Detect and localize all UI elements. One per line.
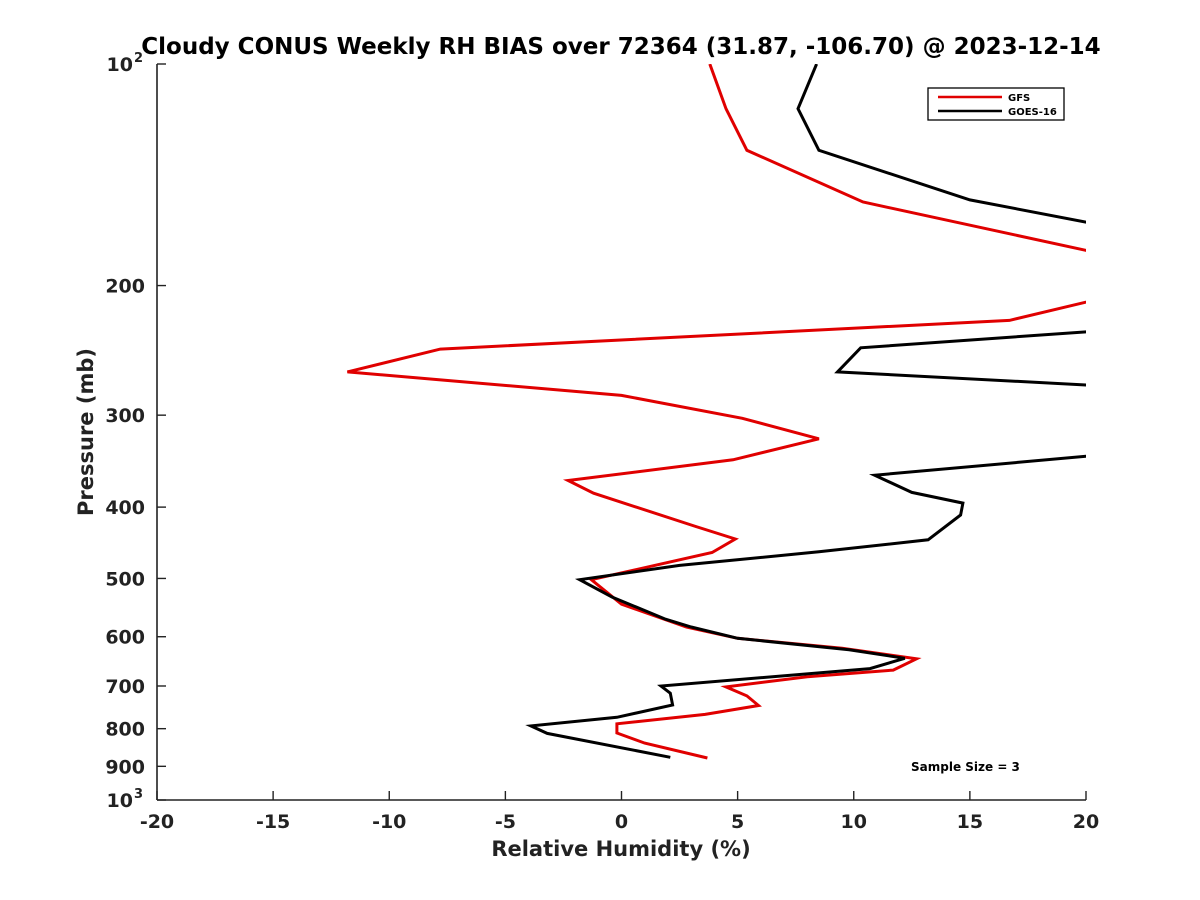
series-line-gfs	[347, 64, 1086, 760]
x-ticks: -20 -15 -10 -5 0 5 10 15 20	[140, 791, 1099, 833]
y-tick-label: 400	[105, 497, 145, 519]
x-tick-label: -20	[140, 811, 174, 833]
y-tick-exponent: 2	[134, 51, 143, 66]
y-tick-label: 700	[105, 676, 145, 698]
x-tick-label: 5	[731, 811, 744, 833]
x-tick-label: 15	[957, 811, 983, 833]
legend-box	[927, 87, 1065, 121]
y-tick-base: 10	[107, 790, 133, 812]
y-tick-exponent: 3	[134, 787, 143, 802]
x-tick-label: 10	[841, 811, 867, 833]
x-tick-label: -10	[372, 811, 406, 833]
x-tick-label: -15	[256, 811, 290, 833]
legend-label: GFS	[1008, 93, 1030, 104]
x-tick-label: 0	[615, 811, 628, 833]
x-axis-label: Relative Humidity (%)	[491, 837, 750, 861]
y-tick-label: 600	[105, 627, 145, 649]
series-layer	[347, 64, 1086, 760]
y-tick-label: 10	[107, 790, 133, 812]
y-tick-label: 10	[107, 54, 133, 76]
y-tick-base: 400	[105, 497, 145, 519]
y-tick-label: 800	[105, 719, 145, 741]
x-tick-label: 20	[1073, 811, 1099, 833]
y-tick-base: 200	[105, 276, 145, 298]
y-tick-label: 900	[105, 756, 145, 778]
chart-title: Cloudy CONUS Weekly RH BIAS over 72364 (…	[141, 34, 1100, 60]
y-tick-base: 300	[105, 405, 145, 427]
y-tick-label: 500	[105, 568, 145, 590]
y-tick-base: 900	[105, 756, 145, 778]
legend-label: GOES-16	[1008, 107, 1057, 118]
y-tick-base: 10	[107, 54, 133, 76]
y-tick-label: 200	[105, 276, 145, 298]
y-tick-base: 600	[105, 627, 145, 649]
y-tick-base: 500	[105, 568, 145, 590]
y-tick-base: 700	[105, 676, 145, 698]
y-tick-label: 300	[105, 405, 145, 427]
x-tick-label: -5	[495, 811, 516, 833]
legend: GFS GOES-16	[927, 87, 1065, 121]
sample-size-annotation: Sample Size = 3	[911, 760, 1020, 774]
y-axis-label: Pressure (mb)	[74, 348, 98, 516]
y-tick-base: 800	[105, 719, 145, 741]
series-line-goes-16	[525, 64, 1086, 759]
axes	[156, 64, 1086, 801]
